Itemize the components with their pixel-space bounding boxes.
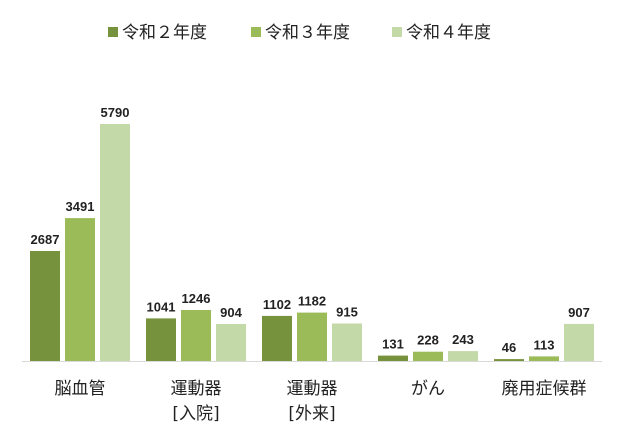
legend-label-3: 令和４年度 <box>406 23 491 43</box>
data-label-5-3: 907 <box>568 305 590 320</box>
data-label-3-2: 1182 <box>298 294 326 309</box>
data-label-4-3: 243 <box>452 332 474 347</box>
data-label-3-1: 1102 <box>263 297 291 312</box>
bar-5-3 <box>564 323 594 361</box>
legend-swatch-3 <box>392 27 402 37</box>
category-label-4: がん <box>411 379 445 399</box>
category-label-5: 廃用症候群 <box>502 379 587 399</box>
category-label-3-line-1: 運動器 <box>287 379 338 399</box>
data-label-3-3: 915 <box>336 305 358 320</box>
bar-4-1 <box>378 355 408 361</box>
data-labels: 2687 3491 5790 1041 1246 904 1102 1182 915 131 228… <box>31 105 590 355</box>
legend-swatch-2 <box>251 27 261 37</box>
bar-3-2 <box>297 312 327 361</box>
category-label-2-line-2: [入院] <box>172 404 219 424</box>
legend-label-2: 令和３年度 <box>265 23 350 43</box>
bar-2-3 <box>216 324 246 361</box>
data-label-1-1: 2687 <box>31 232 60 247</box>
data-label-2-1: 1041 <box>147 299 176 314</box>
legend-label-1: 令和２年度 <box>122 23 207 43</box>
bar-2-2 <box>181 310 211 361</box>
bar-2-1 <box>146 318 176 361</box>
bar-3-1 <box>262 315 292 361</box>
legend-swatch-1 <box>108 27 118 37</box>
data-label-1-3: 5790 <box>101 105 130 120</box>
data-label-4-2: 228 <box>417 333 439 348</box>
category-labels: 脳血管 運動器 [入院] 運動器 [外来] がん 廃用症候群 <box>55 379 587 424</box>
data-label-1-2: 3491 <box>66 199 95 214</box>
bar-1-1 <box>30 251 60 361</box>
bar-1-2 <box>65 218 95 361</box>
bar-5-1 <box>494 359 524 361</box>
data-label-2-3: 904 <box>220 305 242 320</box>
category-label-2-line-1: 運動器 <box>171 379 222 399</box>
bar-1-3 <box>100 124 130 361</box>
category-label-1: 脳血管 <box>55 379 106 399</box>
data-label-5-2: 113 <box>534 337 555 352</box>
bar-4-3 <box>448 351 478 361</box>
data-label-2-2: 1246 <box>182 291 211 306</box>
data-label-5-1: 46 <box>502 340 516 355</box>
bars <box>30 124 594 361</box>
category-label-3-line-2: [外来] <box>288 404 335 424</box>
data-label-4-1: 131 <box>382 337 404 352</box>
bar-4-2 <box>413 351 443 361</box>
bar-3-3 <box>332 323 362 361</box>
bar-5-2 <box>529 356 559 361</box>
legend: 令和２年度 令和３年度 令和４年度 <box>108 23 491 43</box>
